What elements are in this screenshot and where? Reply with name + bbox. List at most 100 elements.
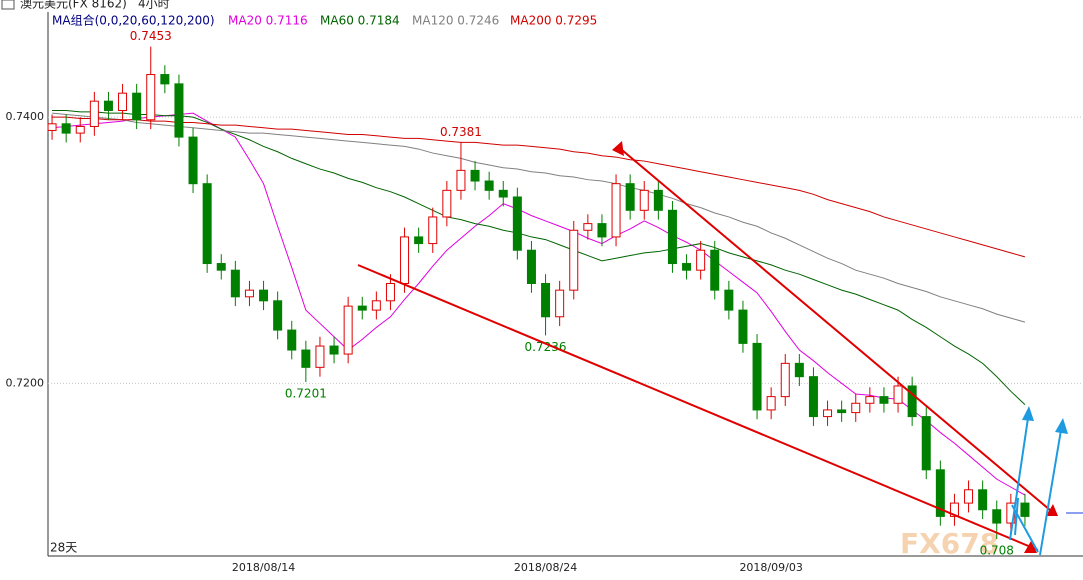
ma-line [52,112,1026,323]
footer-label: 28天 [50,541,77,555]
candle-body [794,362,804,378]
y-tick-label: 0.7400 [6,110,45,123]
watermark: FX678 [900,527,999,560]
marker [1024,541,1037,553]
candle-body [653,189,663,211]
candle-body [738,309,748,344]
candle-body [259,289,269,302]
marker [612,141,624,156]
price-annotation: 0.708 [980,544,1014,558]
candle-body [879,396,889,404]
candle-body [583,223,593,231]
marker [1046,504,1058,516]
candle-body [188,136,198,185]
arrow-head [1055,418,1068,434]
candle-body [992,509,1002,524]
candle-body [1020,502,1030,517]
legend-ma60: MA60 0.7184 [320,14,400,28]
indicator-label: MA组合(0,0,20,60,120,200) [52,13,215,28]
candle-body [498,189,508,198]
candle-body [597,223,607,238]
drawings [357,141,1083,556]
period-select[interactable]: 4小时 [138,0,170,11]
candle-body [949,502,959,517]
window-icon [1,0,15,10]
legend-ma120: MA120 0.7246 [412,14,499,28]
candle-body [202,183,212,265]
arrow [1039,429,1062,556]
candle-body [301,349,311,368]
candle-body [343,305,353,355]
candle-body [823,409,833,418]
candle-body [456,169,466,191]
candle-body [667,209,677,265]
candle-body [555,289,565,318]
candle-body [400,236,410,284]
candle-body [287,329,297,351]
candle-body [526,249,536,284]
candle-body [160,74,170,85]
candle-body [442,189,452,218]
candle-body [174,83,184,138]
arrow [1009,417,1029,541]
candle-body [752,342,762,411]
candle-body [428,216,438,245]
candle-body [484,180,494,191]
candle-body [625,183,635,211]
ma-line [52,112,1026,496]
candle-body [118,92,128,111]
plot-area: 0.7200 0.7400 2018/08/14 2018/08/24 2018/09/… [6,29,1083,574]
arrow [1014,497,1019,536]
ma-line [52,116,1026,258]
trend-line [357,264,1039,551]
candle-body [75,125,85,134]
candle-body [964,489,974,504]
candle-body [230,269,240,298]
candle-body [132,92,142,121]
price-annotation: 0.7381 [440,125,482,139]
candle-body [315,345,325,368]
candle-body [851,402,861,414]
candle-body [216,263,226,271]
candle-body [766,396,776,411]
candle-body [357,305,367,311]
candle-body [865,396,875,404]
candle-body [696,249,706,271]
candle-body [978,489,988,511]
candle-body [893,385,903,404]
candle-body [682,263,692,271]
candle-body [907,385,917,418]
chart-title: 澳元美元(FX 8162) [20,0,127,11]
candle-body [385,283,395,302]
price-annotation: 0.7236 [525,340,567,354]
ma-line [52,109,1026,405]
candle-body [921,416,931,471]
candle-body [103,100,113,111]
candle-body [244,289,254,298]
trend-line [621,149,1051,511]
candle-body [329,345,339,355]
candle-body [724,289,734,311]
price-annotation: 0.7201 [285,386,327,400]
candle-body [639,189,649,211]
candle-body [935,469,945,517]
candle-body [371,300,381,311]
candle-body [414,236,424,245]
x-tick-label: 2018/08/24 [514,561,577,574]
candle-body [780,362,790,398]
candle-body [146,74,156,121]
legend-ma200: MA200 0.7295 [510,14,597,28]
candle-body [47,123,57,131]
candle-body [89,100,99,127]
candle-body [470,169,480,182]
candle-body [541,283,551,318]
candle-body [569,229,579,291]
legend-ma20: MA20 0.7116 [228,14,308,28]
candle-body [611,183,621,238]
x-tick-label: 2018/09/03 [739,561,802,574]
x-tick-label: 2018/08/14 [232,561,295,574]
candle-body [61,123,71,134]
candle-body [512,196,522,251]
candle-body [808,376,818,418]
